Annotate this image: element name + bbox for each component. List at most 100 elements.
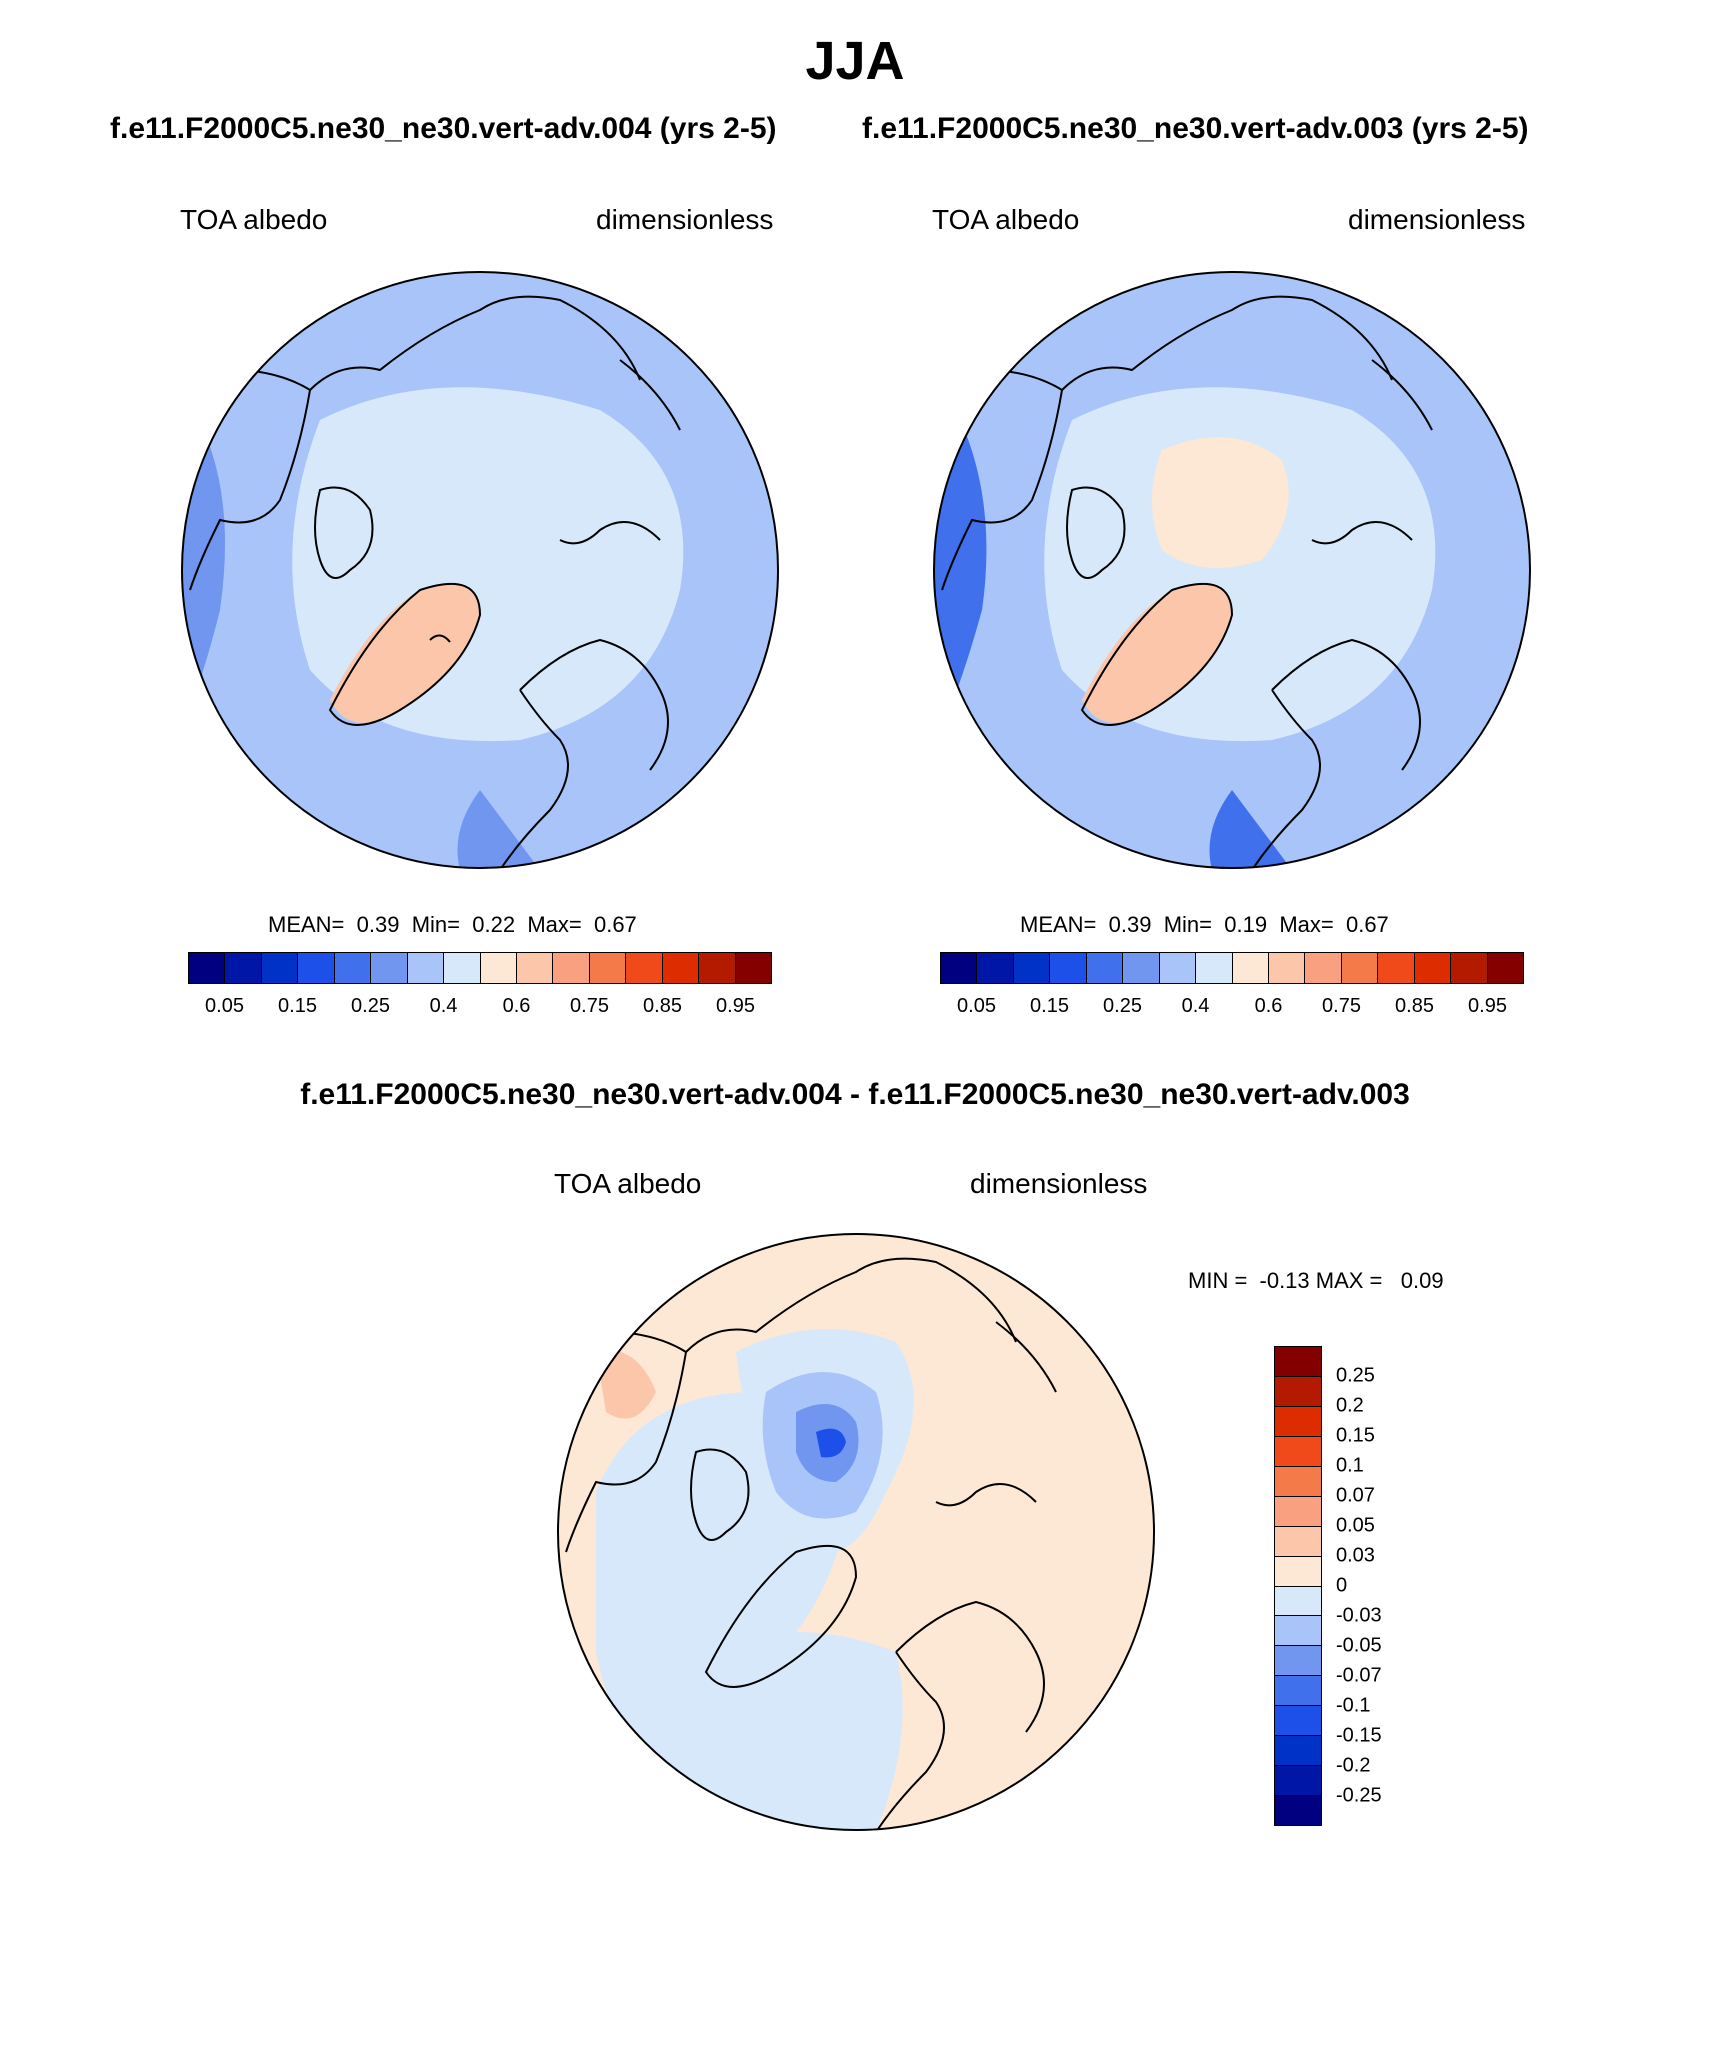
colorbar-tick-label: 0.6 [1254,995,1283,1017]
colorbar-tick-label: -0.05 [1336,1634,1382,1657]
colorbar-cell [699,953,736,983]
colorbar-left [188,952,772,984]
figure-title: JJA [805,31,905,91]
colorbar-cell [1275,1406,1321,1437]
colorbar-cell [1275,1466,1321,1497]
colorbar-right-ticks: 0.05 0.15 0.25 0.4 0.6 0.75 0.85 0.95 [940,995,1524,1021]
colorbar-cell [1275,1526,1321,1557]
colorbar-cell [407,953,445,983]
colorbar-cell [480,953,517,983]
colorbar-tick-label: 0.95 [716,995,755,1017]
map-right [933,271,1531,869]
colorbar-tick-label: 0.15 [1336,1424,1375,1447]
panel-left-units-label: dimensionless [596,204,774,235]
colorbar-cell [1275,1586,1321,1617]
colorbar-cell [371,953,408,983]
colorbar-tick-label: 0.6 [502,995,531,1017]
panel-left-case-title: f.e11.F2000C5.ne30_ne30.vert-adv.004 (yr… [110,112,777,145]
field-greenland-orange [1082,583,1232,723]
colorbar-tick-label: 0.85 [1395,995,1434,1017]
diff-panel-title: f.e11.F2000C5.ne30_ne30.vert-adv.004 - f… [300,1078,1410,1111]
colorbar-cell [1275,1646,1321,1677]
colorbar-diff [1274,1346,1322,1826]
colorbar-tick-label: 0.03 [1336,1544,1375,1567]
field-light-blue-south [676,1632,903,1830]
colorbar-cell [662,953,700,983]
colorbar-tick-label: -0.07 [1336,1664,1382,1687]
colorbar-cell [1275,1556,1321,1587]
colorbar-tick-label: -0.1 [1336,1694,1371,1717]
colorbar-tick-label: -0.15 [1336,1724,1382,1747]
diff-minmax: MIN = -0.13 MAX = 0.09 [1188,1268,1444,1293]
colorbar-tick-label: 0.75 [570,995,609,1017]
colorbar-cell [1086,953,1124,983]
colorbar-cell [261,953,299,983]
colorbar-cell [1232,953,1269,983]
coastlines [941,295,1433,868]
colorbar-tick-label: 0.2 [1336,1394,1364,1417]
panel-left-stats: MEAN= 0.39 Min= 0.22 Max= 0.67 [268,912,637,937]
colorbar-cell [1487,953,1523,983]
colorbar-cell [1123,953,1160,983]
field-mid-blue-scandinavia [457,790,540,868]
colorbar-tick-label: 0.05 [1336,1514,1375,1537]
colorbar-cell [225,953,262,983]
diff-units-label: dimensionless [970,1168,1148,1199]
panel-right-units-label: dimensionless [1348,204,1526,235]
panel-right-variable-label: TOA albedo [932,204,1080,235]
colorbar-cell [626,953,663,983]
colorbar-cell [1050,953,1087,983]
colorbar-diff-ticks: 0.25 0.2 0.15 0.1 0.07 0.05 0.03 0 -0.03 -0.05 -0.… [1336,1346,1456,1826]
colorbar-cell [1275,1496,1321,1527]
colorbar-cell [298,953,335,983]
map-left [181,271,779,869]
colorbar-cell [1196,953,1233,983]
colorbar-tick-label: 0.1 [1336,1454,1364,1477]
colorbar-tick-label: 0.05 [957,995,996,1017]
colorbar-cell [189,953,226,983]
colorbar-tick-label: 0.05 [205,995,244,1017]
field-mid-blue-scandinavia [1209,790,1292,868]
coastlines [565,1257,1057,1830]
colorbar-right [940,952,1524,984]
coastlines [189,295,681,868]
colorbar-cell [1275,1376,1321,1407]
colorbar-tick-label: 0.25 [1336,1364,1375,1387]
colorbar-cell [1378,953,1415,983]
colorbar-tick-label: 0.15 [1030,995,1069,1017]
map-boundary [933,271,1531,869]
diff-variable-label: TOA albedo [554,1168,702,1199]
map-diff [557,1233,1155,1831]
colorbar-tick-label: -0.03 [1336,1604,1382,1627]
map-boundary [181,271,779,869]
panel-right-stats: MEAN= 0.39 Min= 0.19 Max= 0.67 [1020,912,1389,937]
colorbar-cell [589,953,627,983]
field-greenland-orange [330,583,480,723]
colorbar-tick-label: 0.4 [429,995,458,1017]
map-boundary [557,1233,1155,1831]
colorbar-cell [444,953,481,983]
colorbar-cell [1159,953,1197,983]
colorbar-cell [977,953,1014,983]
colorbar-cell [1275,1766,1321,1797]
colorbar-cell [735,953,771,983]
colorbar-cell [1013,953,1051,983]
colorbar-cell [941,953,978,983]
colorbar-tick-label: 0.85 [643,995,682,1017]
field-dark-blue-core [816,1428,846,1458]
colorbar-cell [334,953,372,983]
field-orange-patch [596,1350,656,1419]
field-orange-arctic [1152,437,1289,568]
colorbar-cell [516,953,554,983]
colorbar-cell [1275,1347,1321,1377]
colorbar-cell [1268,953,1306,983]
colorbar-tick-label: 0 [1336,1574,1348,1597]
colorbar-cell [1275,1736,1321,1767]
colorbar-tick-label: 0.95 [1468,995,1507,1017]
colorbar-tick-label: 0.75 [1322,995,1361,1017]
panel-right-case-title: f.e11.F2000C5.ne30_ne30.vert-adv.003 (yr… [862,112,1529,145]
colorbar-cell [1305,953,1342,983]
colorbar-tick-label: -0.25 [1336,1784,1382,1807]
colorbar-cell [1275,1796,1321,1825]
colorbar-tick-label: 0.15 [278,995,317,1017]
